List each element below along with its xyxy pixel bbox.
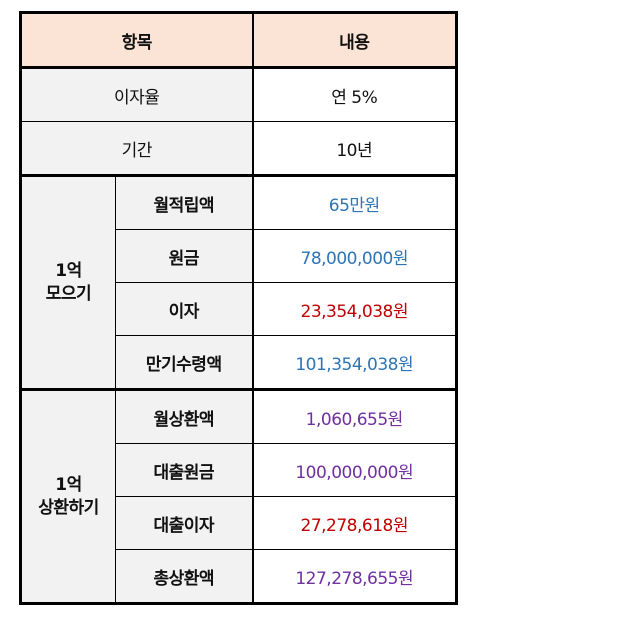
row-value: 100,000,000원 xyxy=(252,443,457,497)
row-value: 연 5% xyxy=(252,67,457,122)
row-value: 101,354,038원 xyxy=(252,335,457,390)
table-row: 이자 23,354,038원 xyxy=(21,282,457,336)
row-label: 이자 xyxy=(115,282,254,336)
table-row: 만기수령액 101,354,038원 xyxy=(21,335,457,390)
group-label-savings: 1억 모으기 xyxy=(20,174,116,390)
table-row: 대출이자 27,278,618원 xyxy=(21,496,457,550)
table-row: 이자율 연 5% xyxy=(20,67,457,122)
group-label-line1: 1억 xyxy=(55,474,82,495)
row-value: 65만원 xyxy=(252,174,457,230)
table-row: 대출원금 100,000,000원 xyxy=(21,443,457,497)
row-label: 만기수령액 xyxy=(115,335,254,390)
header-row: 항목 내용 xyxy=(20,12,457,69)
group-label-repayment: 1억 상환하기 xyxy=(20,388,116,604)
row-value: 23,354,038원 xyxy=(252,282,457,336)
row-label: 이자율 xyxy=(20,67,254,122)
group-label-line2: 모으기 xyxy=(45,283,92,304)
table-row: 원금 78,000,000원 xyxy=(21,229,457,283)
row-value: 1,060,655원 xyxy=(252,388,457,444)
row-value: 127,278,655원 xyxy=(252,549,457,604)
row-value: 78,000,000원 xyxy=(252,229,457,283)
row-label: 원금 xyxy=(115,229,254,283)
header-item: 항목 xyxy=(20,12,254,69)
row-label: 기간 xyxy=(20,121,254,176)
row-value: 27,278,618원 xyxy=(252,496,457,550)
savings-loan-comparison-table: 항목 내용 이자율 연 5% 기간 10년 1억 모으기 월적립액 65만원 원… xyxy=(19,11,458,605)
header-content: 내용 xyxy=(252,12,457,69)
row-label: 대출원금 xyxy=(115,443,254,497)
table-row: 기간 10년 xyxy=(20,121,457,176)
group-label-line1: 1억 xyxy=(55,260,82,281)
table-row: 총상환액 127,278,655원 xyxy=(21,549,457,604)
table-row: 1억 모으기 월적립액 65만원 xyxy=(20,174,457,390)
row-label: 월상환액 xyxy=(115,388,254,444)
row-value: 10년 xyxy=(252,121,457,176)
row-label: 대출이자 xyxy=(115,496,254,550)
row-label: 총상환액 xyxy=(115,549,254,604)
row-label: 월적립액 xyxy=(115,174,254,230)
group-label-line2: 상환하기 xyxy=(38,497,99,518)
table-row: 1억 상환하기 월상환액 1,060,655원 xyxy=(20,388,457,604)
